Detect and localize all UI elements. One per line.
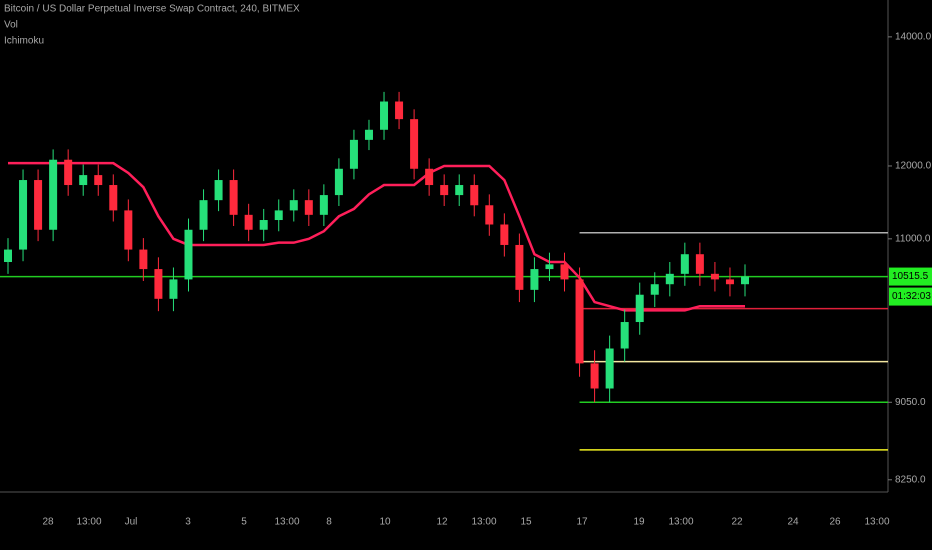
candle-body bbox=[650, 284, 659, 295]
candle-body bbox=[500, 224, 509, 245]
candle-body bbox=[590, 363, 599, 389]
candle-body bbox=[34, 180, 43, 230]
x-tick-label: 3 bbox=[185, 517, 191, 528]
candle-body bbox=[575, 279, 584, 364]
candle-body bbox=[605, 348, 614, 389]
candle-body bbox=[470, 185, 479, 206]
x-tick-label: 8 bbox=[326, 517, 332, 528]
candle-body bbox=[455, 185, 464, 196]
candle-body bbox=[725, 279, 734, 285]
candle-body bbox=[109, 185, 118, 211]
indicator-label: Vol bbox=[4, 20, 18, 31]
candle-body bbox=[665, 273, 674, 285]
candle-body bbox=[364, 129, 373, 140]
candle-body bbox=[710, 273, 719, 280]
candle-body bbox=[19, 180, 28, 250]
candle-body bbox=[124, 210, 133, 250]
x-tick-label: 24 bbox=[787, 517, 799, 528]
x-tick-label: 22 bbox=[731, 517, 743, 528]
candle-body bbox=[4, 249, 12, 263]
candle-body bbox=[620, 322, 629, 349]
x-tick-label: 12 bbox=[436, 517, 448, 528]
candle-body bbox=[635, 294, 644, 323]
x-tick-label: 13:00 bbox=[274, 517, 299, 528]
candle-body bbox=[695, 254, 704, 274]
candle-body bbox=[259, 220, 268, 230]
candle-body bbox=[680, 254, 689, 274]
candle-body bbox=[169, 279, 178, 299]
y-tick-label: 14000.0 bbox=[895, 32, 932, 43]
candle-body bbox=[229, 180, 238, 215]
candle-body bbox=[274, 210, 283, 221]
candle-body bbox=[199, 200, 208, 230]
y-tick-label: 9050.0 bbox=[895, 397, 926, 408]
candle-body bbox=[485, 205, 494, 225]
candle-body bbox=[410, 119, 419, 169]
candle-body bbox=[380, 101, 389, 130]
candle-body bbox=[154, 269, 163, 299]
candle-body bbox=[530, 269, 539, 290]
x-tick-label: 26 bbox=[829, 517, 841, 528]
candle-body bbox=[425, 168, 434, 186]
candle-body bbox=[304, 200, 313, 215]
price-tag bbox=[889, 267, 932, 286]
x-tick-label: 13:00 bbox=[864, 517, 889, 528]
candle-body bbox=[440, 185, 449, 196]
y-tick-label: 8250.0 bbox=[895, 474, 926, 485]
candle-body bbox=[79, 175, 88, 186]
x-tick-label: 17 bbox=[576, 517, 588, 528]
candle-body bbox=[214, 180, 223, 201]
x-tick-label: 28 bbox=[42, 517, 54, 528]
x-tick-label: 5 bbox=[241, 517, 247, 528]
x-tick-label: 19 bbox=[633, 517, 645, 528]
candle-body bbox=[560, 264, 569, 280]
x-tick-label: 13:00 bbox=[76, 517, 101, 528]
candle-body bbox=[184, 229, 193, 280]
candle-body bbox=[289, 200, 298, 211]
countdown-tag bbox=[889, 287, 932, 306]
base-line bbox=[8, 161, 745, 312]
price-tag-label: 10515.5 bbox=[892, 271, 929, 282]
chart-title: Bitcoin / US Dollar Perpetual Inverse Sw… bbox=[4, 4, 300, 15]
candle-body bbox=[64, 159, 73, 186]
candle-body bbox=[515, 244, 524, 290]
candle-body bbox=[334, 168, 343, 196]
y-tick-label: 12000.0 bbox=[895, 161, 932, 172]
candle-body bbox=[741, 276, 749, 285]
candle-body bbox=[139, 249, 148, 270]
indicator-label: Ichimoku bbox=[4, 36, 44, 47]
candle-body bbox=[319, 195, 328, 215]
y-tick-label: 11000.0 bbox=[895, 233, 931, 244]
x-tick-label: 13:00 bbox=[668, 517, 693, 528]
x-tick-label: 13:00 bbox=[471, 517, 496, 528]
candle-body bbox=[244, 214, 253, 230]
countdown-label: 01:32:03 bbox=[892, 291, 931, 302]
x-tick-label: 15 bbox=[520, 517, 532, 528]
candle-body bbox=[395, 101, 404, 120]
x-tick-label: 10 bbox=[379, 517, 391, 528]
candle-body bbox=[545, 264, 554, 270]
x-tick-label: Jul bbox=[125, 517, 138, 528]
candle-body bbox=[349, 139, 358, 169]
candle-body bbox=[49, 159, 58, 230]
candle-body bbox=[94, 175, 103, 186]
